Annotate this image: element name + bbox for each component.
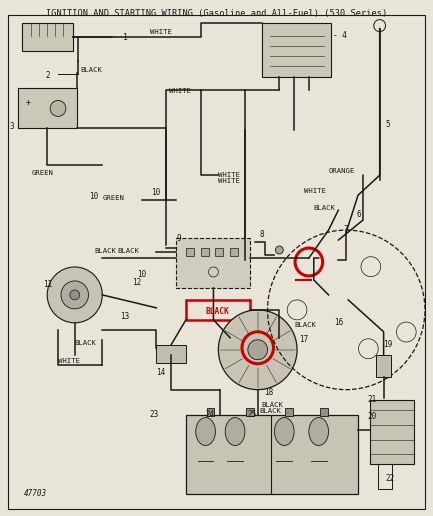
Bar [18, 88, 77, 128]
Bar [285, 408, 293, 415]
Bar [186, 248, 194, 256]
Ellipse shape [309, 417, 329, 445]
Text: 16: 16 [334, 318, 344, 327]
Circle shape [248, 340, 268, 360]
Text: 7: 7 [343, 225, 348, 234]
Bar [176, 238, 250, 288]
Text: BLACK: BLACK [262, 401, 284, 408]
Text: 47703: 47703 [23, 489, 47, 498]
Circle shape [47, 267, 102, 323]
Text: 12: 12 [132, 278, 141, 287]
Text: WHITE: WHITE [218, 178, 240, 184]
Text: 11: 11 [43, 280, 52, 289]
Circle shape [61, 281, 88, 309]
Text: BLACK: BLACK [117, 248, 139, 254]
Text: WHITE: WHITE [58, 358, 80, 364]
Text: 24: 24 [206, 410, 215, 418]
Bar [186, 414, 358, 494]
Text: 19: 19 [383, 340, 392, 349]
Text: 5: 5 [386, 120, 390, 130]
Text: WHITE: WHITE [169, 88, 191, 94]
Text: BLACK: BLACK [314, 205, 336, 211]
Bar [376, 354, 391, 377]
Bar [370, 399, 414, 464]
Text: - 1: - 1 [114, 33, 128, 42]
Text: BLACK: BLACK [94, 248, 116, 254]
Text: 9: 9 [176, 234, 181, 243]
Circle shape [70, 290, 80, 300]
Text: 2: 2 [45, 71, 50, 79]
Bar [230, 248, 238, 256]
Bar [200, 248, 209, 256]
Text: WHITE: WHITE [304, 188, 326, 194]
Text: 13: 13 [120, 312, 129, 321]
Ellipse shape [225, 417, 245, 445]
Text: BLACK: BLACK [294, 322, 316, 328]
Text: IGNITION AND STARTING WIRING (Gasoline and All-Fuel) (530 Series): IGNITION AND STARTING WIRING (Gasoline a… [46, 9, 387, 18]
Text: BLACK: BLACK [206, 308, 229, 316]
Ellipse shape [275, 417, 294, 445]
Text: 3: 3 [10, 122, 14, 132]
Bar [320, 408, 327, 415]
Bar [207, 408, 214, 415]
Bar [262, 23, 330, 77]
Text: 10: 10 [152, 188, 161, 197]
Text: GREEN: GREEN [102, 195, 124, 201]
Bar [215, 248, 223, 256]
Text: 21: 21 [368, 395, 377, 404]
Circle shape [50, 101, 66, 117]
Text: 10: 10 [137, 270, 146, 279]
Text: 20: 20 [368, 412, 377, 421]
Text: BLACK: BLACK [260, 408, 281, 414]
Text: 10: 10 [90, 192, 99, 201]
Text: - 4: - 4 [333, 30, 347, 40]
Text: 6: 6 [356, 210, 361, 219]
Text: WHITE: WHITE [149, 28, 171, 35]
Bar [22, 23, 73, 51]
Circle shape [218, 310, 297, 390]
Bar [246, 408, 254, 415]
Text: +: + [26, 99, 31, 107]
Text: BLACK: BLACK [75, 340, 97, 346]
Text: ORANGE: ORANGE [329, 168, 355, 174]
Text: 23: 23 [149, 410, 159, 418]
Text: WHITE: WHITE [218, 172, 240, 178]
Text: BLACK: BLACK [81, 67, 103, 73]
Text: 25: 25 [248, 410, 257, 418]
Circle shape [275, 246, 283, 254]
Text: 22: 22 [386, 474, 395, 483]
Bar [156, 345, 186, 363]
Bar [186, 300, 250, 320]
Ellipse shape [196, 417, 215, 445]
Text: 18: 18 [265, 388, 274, 397]
Text: 14: 14 [156, 368, 166, 377]
Text: GREEN: GREEN [32, 170, 53, 176]
Text: 8: 8 [260, 230, 264, 239]
Text: 17: 17 [299, 335, 308, 344]
